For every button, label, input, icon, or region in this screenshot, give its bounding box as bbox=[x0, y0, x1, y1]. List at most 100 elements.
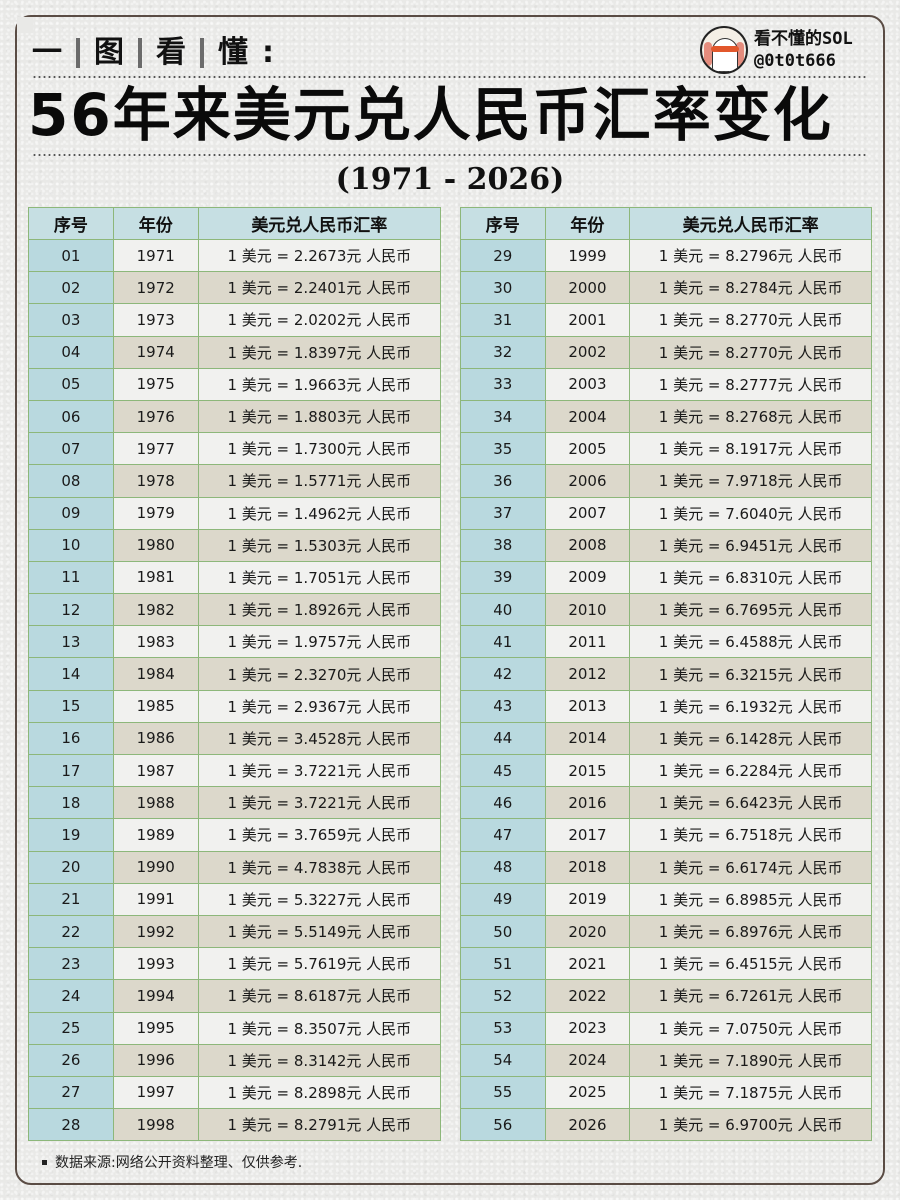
kicker-divider bbox=[76, 38, 80, 68]
row-index: 54 bbox=[460, 1043, 546, 1077]
table-row: 17 1987 1 美元 = 3.7221元 人民币 bbox=[28, 753, 442, 788]
author-handle: @0t0t666 bbox=[754, 51, 836, 71]
row-index: 05 bbox=[28, 367, 114, 401]
table-row: 31 2001 1 美元 = 8.2770元 人民币 bbox=[460, 303, 872, 337]
row-year: 2019 bbox=[544, 882, 631, 916]
table-row: 56 2026 1 美元 = 6.9700元 人民币 bbox=[460, 1108, 872, 1142]
table-row: 22 1992 1 美元 = 5.5149元 人民币 bbox=[28, 914, 442, 949]
row-rate: 1 美元 = 6.8985元 人民币 bbox=[629, 882, 872, 916]
row-year: 1979 bbox=[112, 496, 199, 530]
row-rate: 1 美元 = 8.3507元 人民币 bbox=[197, 1011, 442, 1045]
author-name: 看不懂的SOL bbox=[754, 29, 853, 49]
row-rate: 1 美元 = 1.9663元 人民币 bbox=[197, 367, 442, 401]
row-index: 42 bbox=[460, 657, 546, 691]
row-rate: 1 美元 = 1.8397元 人民币 bbox=[197, 335, 442, 369]
row-index: 09 bbox=[28, 496, 114, 530]
row-year: 2022 bbox=[544, 979, 631, 1013]
table-row: 38 2008 1 美元 = 6.9451元 人民币 bbox=[460, 528, 872, 562]
row-rate: 1 美元 = 6.7695元 人民币 bbox=[629, 593, 872, 627]
row-rate: 1 美元 = 6.7261元 人民币 bbox=[629, 979, 872, 1013]
column-header-index: 序号 bbox=[28, 207, 114, 240]
row-index: 29 bbox=[460, 238, 546, 273]
row-index: 04 bbox=[28, 335, 114, 369]
row-rate: 1 美元 = 7.1875元 人民币 bbox=[629, 1075, 872, 1110]
row-index: 24 bbox=[28, 979, 114, 1013]
row-year: 1977 bbox=[112, 432, 199, 466]
table-row: 47 2017 1 美元 = 6.7518元 人民币 bbox=[460, 818, 872, 852]
row-year: 1978 bbox=[112, 464, 199, 498]
row-index: 37 bbox=[460, 496, 546, 530]
row-year: 2003 bbox=[544, 367, 631, 401]
table-row: 39 2009 1 美元 = 6.8310元 人民币 bbox=[460, 560, 872, 595]
row-rate: 1 美元 = 1.5771元 人民币 bbox=[197, 464, 442, 498]
table-row: 28 1998 1 美元 = 8.2791元 人民币 bbox=[28, 1108, 442, 1142]
row-rate: 1 美元 = 1.9757元 人民币 bbox=[197, 625, 442, 659]
table-row: 45 2015 1 美元 = 6.2284元 人民币 bbox=[460, 753, 872, 788]
row-index: 55 bbox=[460, 1075, 546, 1110]
table-row: 13 1983 1 美元 = 1.9757元 人民币 bbox=[28, 625, 442, 659]
row-rate: 1 美元 = 6.8310元 人民币 bbox=[629, 560, 872, 595]
row-year: 1974 bbox=[112, 335, 199, 369]
table-row: 10 1980 1 美元 = 1.5303元 人民币 bbox=[28, 528, 442, 562]
row-index: 13 bbox=[28, 625, 114, 659]
bullet-icon bbox=[42, 1159, 47, 1165]
row-rate: 1 美元 = 8.6187元 人民币 bbox=[197, 979, 442, 1013]
row-rate: 1 美元 = 8.2770元 人民币 bbox=[629, 335, 872, 369]
row-year: 2014 bbox=[544, 721, 631, 756]
row-year: 1991 bbox=[112, 882, 199, 916]
table-row: 14 1984 1 美元 = 2.3270元 人民币 bbox=[28, 657, 442, 691]
row-index: 53 bbox=[460, 1011, 546, 1045]
table-row: 05 1975 1 美元 = 1.9663元 人民币 bbox=[28, 367, 442, 401]
table-row: 49 2019 1 美元 = 6.8985元 人民币 bbox=[460, 882, 872, 916]
row-index: 22 bbox=[28, 914, 114, 949]
row-rate: 1 美元 = 5.7619元 人民币 bbox=[197, 947, 442, 981]
table-row: 50 2020 1 美元 = 6.8976元 人民币 bbox=[460, 914, 872, 949]
row-index: 26 bbox=[28, 1043, 114, 1077]
row-rate: 1 美元 = 4.7838元 人民币 bbox=[197, 850, 442, 884]
table-row: 08 1978 1 美元 = 1.5771元 人民币 bbox=[28, 464, 442, 498]
row-rate: 1 美元 = 6.9451元 人民币 bbox=[629, 528, 872, 562]
table-row: 03 1973 1 美元 = 2.0202元 人民币 bbox=[28, 303, 442, 337]
row-year: 2024 bbox=[544, 1043, 631, 1077]
table-row: 37 2007 1 美元 = 7.6040元 人民币 bbox=[460, 496, 872, 530]
row-rate: 1 美元 = 6.4588元 人民币 bbox=[629, 625, 872, 659]
row-rate: 1 美元 = 2.3270元 人民币 bbox=[197, 657, 442, 691]
page-subtitle: (1971 - 2026) bbox=[335, 162, 565, 197]
table-row: 42 2012 1 美元 = 6.3215元 人民币 bbox=[460, 657, 872, 691]
table-row: 26 1996 1 美元 = 8.3142元 人民币 bbox=[28, 1043, 442, 1077]
row-rate: 1 美元 = 3.7659元 人民币 bbox=[197, 818, 442, 852]
table-row: 43 2013 1 美元 = 6.1932元 人民币 bbox=[460, 689, 872, 723]
row-year: 2015 bbox=[544, 753, 631, 788]
table-row: 27 1997 1 美元 = 8.2898元 人民币 bbox=[28, 1075, 442, 1110]
row-index: 02 bbox=[28, 271, 114, 305]
row-rate: 1 美元 = 1.7051元 人民币 bbox=[197, 560, 442, 595]
table-header-row: 序号 年份 美元兑人民币汇率 bbox=[28, 207, 442, 240]
row-year: 2013 bbox=[544, 689, 631, 723]
table-row: 16 1986 1 美元 = 3.4528元 人民币 bbox=[28, 721, 442, 756]
row-rate: 1 美元 = 8.2796元 人民币 bbox=[629, 238, 872, 273]
table-row: 35 2005 1 美元 = 8.1917元 人民币 bbox=[460, 432, 872, 466]
table-row: 48 2018 1 美元 = 6.6174元 人民币 bbox=[460, 850, 872, 884]
row-rate: 1 美元 = 5.3227元 人民币 bbox=[197, 882, 442, 916]
row-year: 2006 bbox=[544, 464, 631, 498]
row-rate: 1 美元 = 1.8926元 人民币 bbox=[197, 593, 442, 627]
row-index: 33 bbox=[460, 367, 546, 401]
row-rate: 1 美元 = 8.3142元 人民币 bbox=[197, 1043, 442, 1077]
row-year: 2001 bbox=[544, 303, 631, 337]
row-rate: 1 美元 = 3.7221元 人民币 bbox=[197, 786, 442, 820]
row-year: 1997 bbox=[112, 1075, 199, 1110]
table-row: 51 2021 1 美元 = 6.4515元 人民币 bbox=[460, 947, 872, 981]
kicker-char: 看 bbox=[156, 35, 186, 70]
row-index: 32 bbox=[460, 335, 546, 369]
row-index: 30 bbox=[460, 271, 546, 305]
row-rate: 1 美元 = 5.5149元 人民币 bbox=[197, 914, 442, 949]
row-rate: 1 美元 = 6.1428元 人民币 bbox=[629, 721, 872, 756]
table-row: 20 1990 1 美元 = 4.7838元 人民币 bbox=[28, 850, 442, 884]
table-row: 25 1995 1 美元 = 8.3507元 人民币 bbox=[28, 1011, 442, 1045]
table-header-row: 序号 年份 美元兑人民币汇率 bbox=[460, 207, 872, 240]
column-header-rate: 美元兑人民币汇率 bbox=[629, 207, 872, 240]
dotted-divider bbox=[32, 76, 868, 78]
row-index: 48 bbox=[460, 850, 546, 884]
ghost-avatar-icon bbox=[700, 26, 748, 74]
row-year: 2009 bbox=[544, 560, 631, 595]
